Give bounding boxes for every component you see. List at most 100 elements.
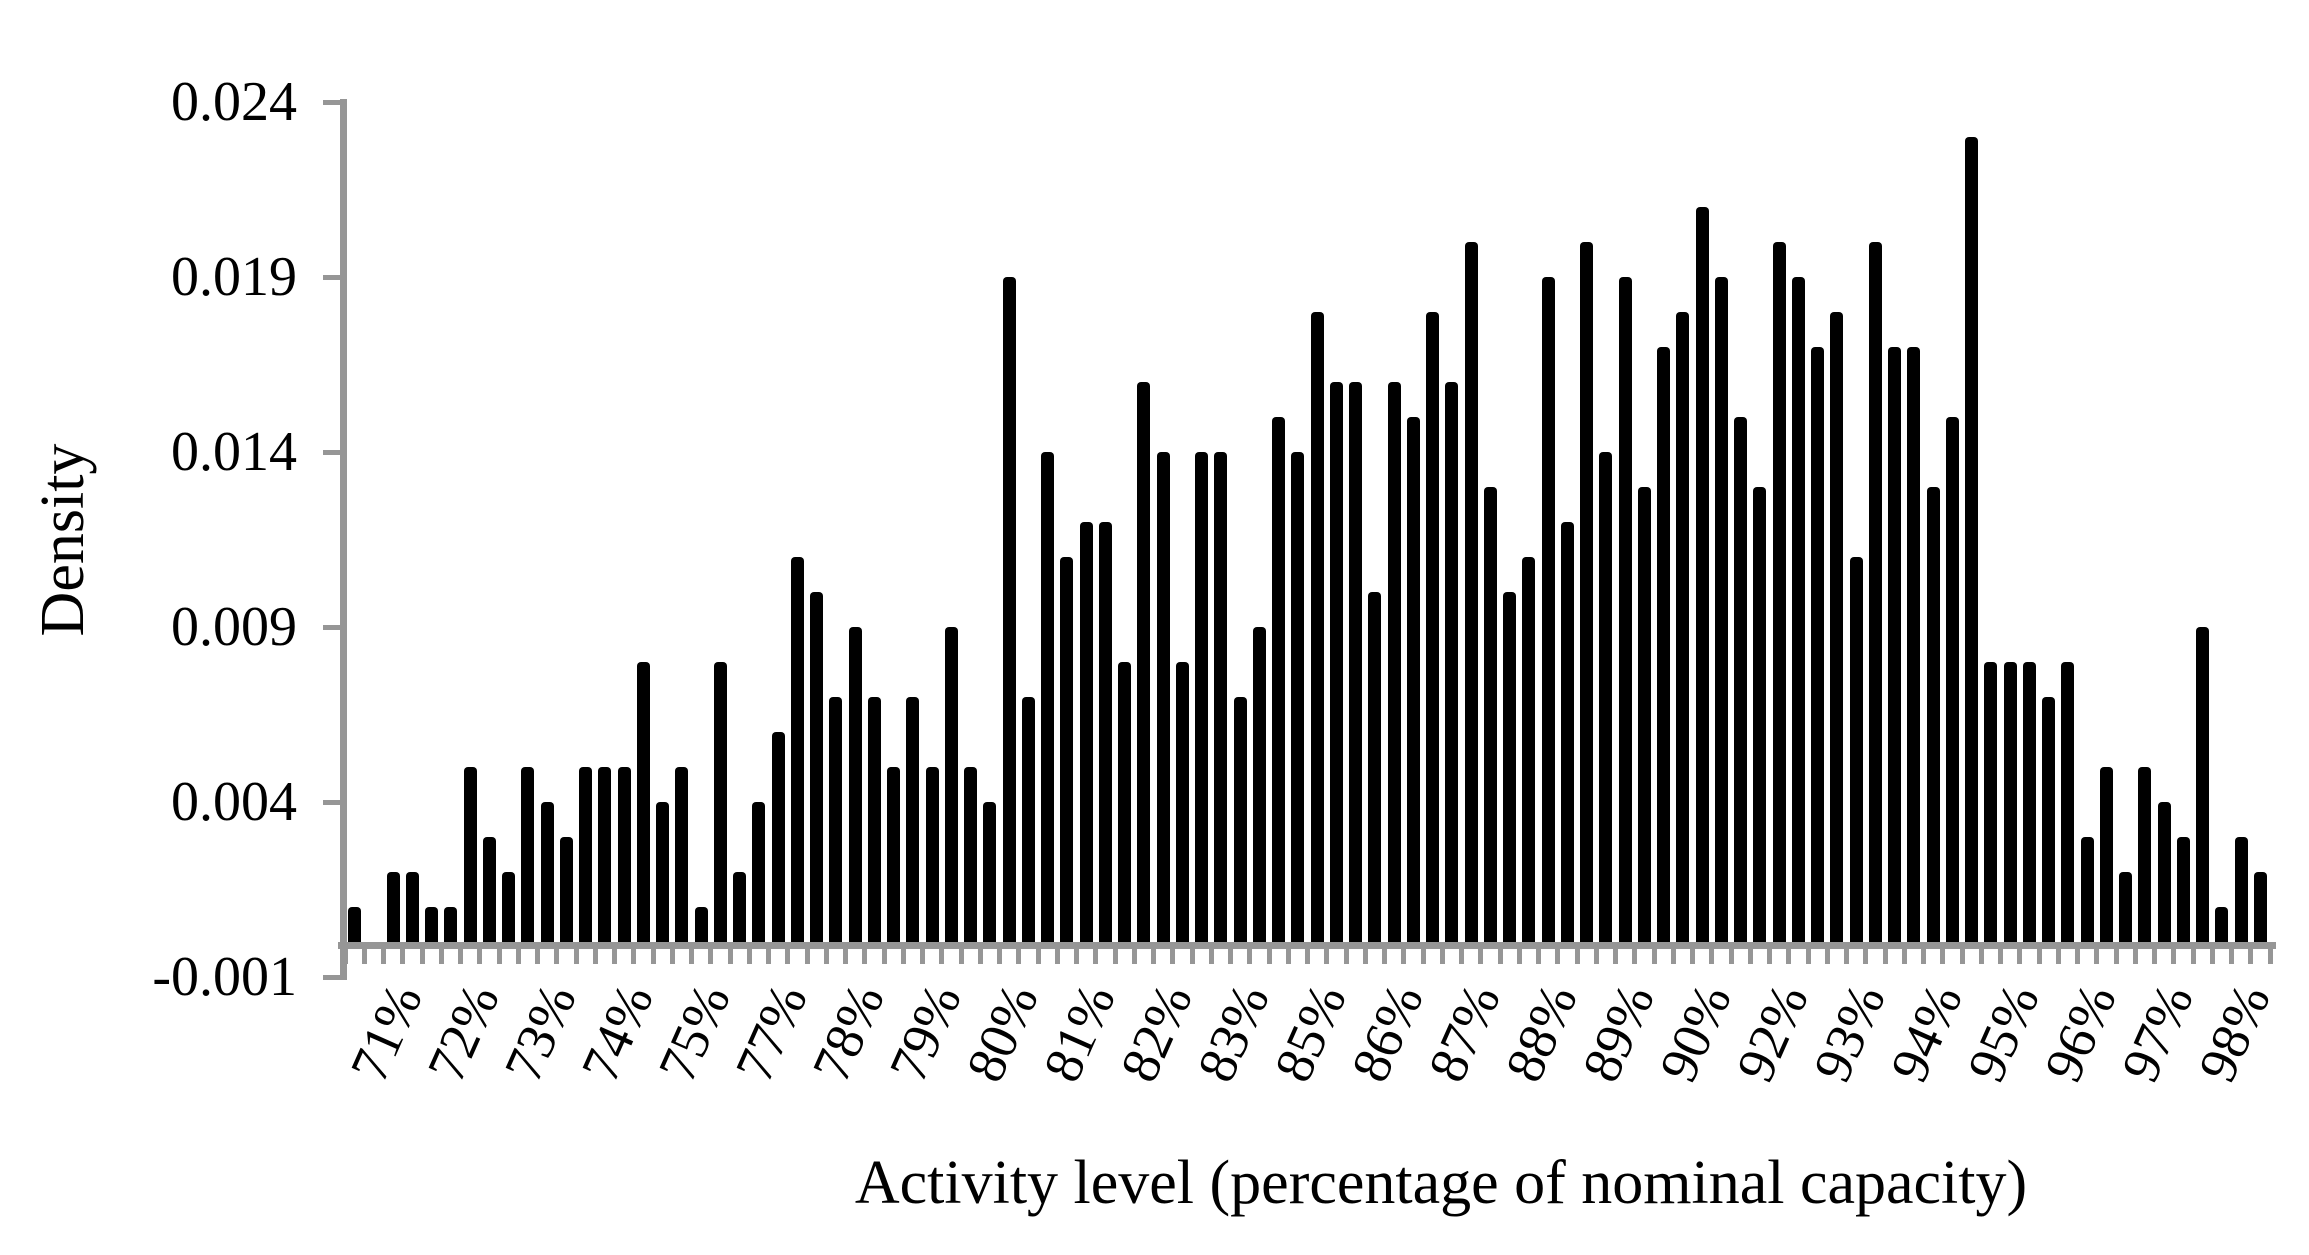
x-axis-tick	[573, 949, 579, 964]
x-axis-tick	[920, 949, 925, 964]
x-axis-tick	[939, 949, 945, 964]
bar	[1503, 592, 1517, 942]
x-tick-label: 85%	[1262, 975, 1358, 1091]
x-axis-tick	[477, 949, 483, 964]
x-axis-tick	[1844, 949, 1849, 964]
bar	[1060, 557, 1074, 942]
bar	[1329, 382, 1343, 942]
x-axis-tick	[1343, 949, 1349, 964]
x-axis-tick	[650, 949, 656, 964]
bar	[1272, 417, 1286, 942]
x-axis-tick	[1478, 949, 1484, 964]
x-axis-tick	[997, 949, 1002, 964]
y-axis-tick	[323, 449, 345, 455]
x-axis-tick	[804, 949, 810, 964]
x-axis-tick	[535, 949, 540, 964]
x-tick-label: 71%	[338, 975, 434, 1091]
bar	[1637, 487, 1651, 942]
bar	[1483, 487, 1497, 942]
x-axis-tick	[1228, 949, 1233, 964]
bar	[1426, 312, 1440, 942]
x-axis-tick	[1035, 949, 1041, 964]
x-axis-tick	[746, 949, 752, 964]
y-axis-title: Density	[29, 443, 97, 637]
bar	[1888, 347, 1902, 942]
x-axis-tick	[2017, 949, 2023, 964]
x-axis-tick	[689, 949, 694, 964]
bar	[1406, 417, 1420, 942]
bar	[867, 697, 881, 942]
bar	[502, 872, 516, 942]
bar	[1945, 417, 1959, 942]
x-axis-tick	[2152, 949, 2157, 964]
bar	[1175, 662, 1189, 942]
bar	[1079, 522, 1093, 942]
bar	[2253, 872, 2267, 942]
x-axis-tick	[400, 949, 406, 964]
bar	[810, 592, 824, 942]
y-axis-tick	[323, 974, 345, 980]
x-axis-tick	[1285, 949, 1291, 964]
bar	[540, 802, 554, 942]
x-axis-tick	[708, 949, 714, 964]
x-axis-tick	[1131, 949, 1137, 964]
x-tick-label: 74%	[569, 975, 665, 1091]
x-axis-tick	[1247, 949, 1253, 964]
bar	[1868, 242, 1882, 942]
x-axis-tick	[1401, 949, 1407, 964]
x-tick-label: 89%	[1570, 975, 1666, 1091]
x-axis-tick	[1747, 949, 1753, 964]
bar	[2234, 837, 2248, 942]
bar	[425, 907, 439, 942]
bar	[656, 802, 670, 942]
bar	[2157, 802, 2171, 942]
x-axis-tick	[2036, 949, 2042, 964]
y-axis-line	[340, 99, 347, 980]
x-axis-tick	[1728, 949, 1734, 964]
x-axis-tick	[862, 949, 868, 964]
x-axis-tick	[2267, 949, 2273, 964]
x-axis-tick	[823, 949, 829, 964]
x-axis-title: Activity level (percentage of nominal ca…	[854, 1149, 2028, 1217]
bar	[1907, 347, 1921, 942]
x-axis-tick	[361, 949, 367, 964]
x-axis-tick	[612, 949, 617, 964]
x-tick-label: 98%	[2186, 975, 2282, 1091]
bar	[348, 907, 362, 942]
x-axis-tick	[1016, 949, 1022, 964]
x-tick-label: 95%	[1955, 975, 2051, 1091]
x-axis-tick	[554, 949, 560, 964]
bar	[1464, 242, 1478, 942]
bar	[1695, 207, 1709, 942]
bar	[2042, 697, 2056, 942]
x-axis-tick	[1324, 949, 1330, 964]
x-tick-label: 81%	[1031, 975, 1127, 1091]
bar	[694, 907, 708, 942]
x-axis-tick	[1651, 949, 1657, 964]
x-axis-tick	[785, 949, 791, 964]
x-axis-tick	[843, 949, 848, 964]
x-axis-tick	[2055, 949, 2061, 964]
x-tick-label: 90%	[1647, 975, 1743, 1091]
bar	[1445, 382, 1459, 942]
bar	[1214, 452, 1228, 942]
x-axis-tick	[1054, 949, 1060, 964]
x-axis-tick	[1382, 949, 1387, 964]
bar	[463, 767, 477, 942]
bar	[636, 662, 650, 942]
bar	[444, 907, 458, 942]
x-axis-tick	[2190, 949, 2196, 964]
y-axis-tick	[323, 799, 345, 805]
bar	[1926, 487, 1940, 942]
bar	[713, 662, 727, 942]
x-axis-tick	[1208, 949, 1214, 964]
y-tick-label: 0.004	[171, 771, 297, 833]
x-axis-tick	[1959, 949, 1965, 964]
bar	[1734, 417, 1748, 942]
bar	[1580, 242, 1594, 942]
bar	[2003, 662, 2017, 942]
bar	[1811, 347, 1825, 942]
x-axis-tick	[1690, 949, 1695, 964]
x-axis-tick	[1940, 949, 1946, 964]
